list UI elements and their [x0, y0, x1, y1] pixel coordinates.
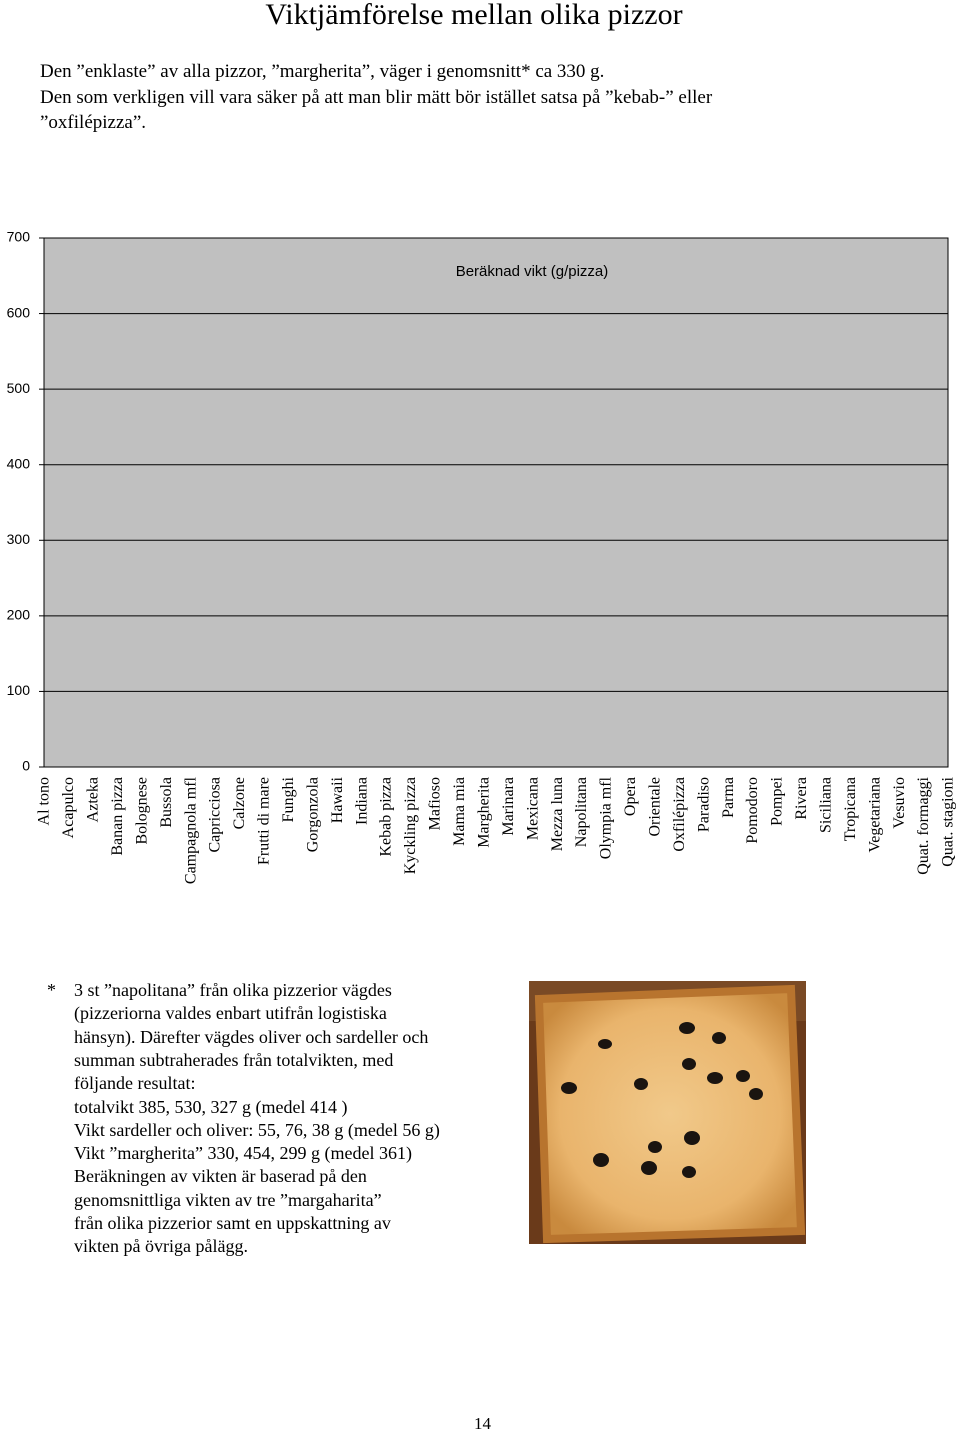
y-tick-label: 300 — [7, 531, 31, 547]
x-tick-label: Mafioso — [427, 777, 444, 830]
chart-title: Beräknad vikt (g/pizza) — [456, 263, 609, 280]
x-tick-label: Banan pizza — [109, 777, 126, 856]
x-tick-label: Olympia mfl — [598, 776, 615, 859]
y-tick-label: 100 — [7, 682, 31, 698]
x-tick-label: Al tono — [36, 777, 53, 825]
x-tick-label: Funghi — [280, 776, 297, 822]
x-tick-label: Mezza luna — [549, 777, 566, 851]
x-tick-label: Tropicana — [842, 777, 859, 841]
x-tick-label: Azteka — [85, 777, 102, 822]
pizza-photo — [529, 981, 806, 1244]
note-line: Beräkningen av vikten är baserad på den — [74, 1166, 367, 1187]
note-line: summan subtraherades från totalvikten, m… — [74, 1049, 394, 1070]
note-line: totalvikt 385, 530, 327 g (medel 414 ) — [74, 1096, 348, 1117]
note-line: från olika pizzerior samt en uppskattnin… — [74, 1213, 391, 1233]
x-tick-label: Gorgonzola — [304, 777, 321, 852]
x-tick-label: Campagnola mfl — [182, 776, 199, 884]
note-line: Vikt sardeller och oliver: 55, 76, 38 g … — [74, 1119, 440, 1140]
x-tick-label: Orientale — [646, 777, 663, 837]
y-tick-label: 0 — [22, 758, 30, 774]
note-line: vikten på övriga pålägg. — [74, 1236, 248, 1257]
x-tick-label: Calzone — [231, 777, 248, 829]
y-tick-label: 500 — [7, 380, 31, 396]
x-tick-label: Mexicana — [524, 777, 541, 840]
note-line: hänsyn). Därefter vägdes oliver och sard… — [74, 1026, 429, 1047]
x-tick-label: Hawaii — [329, 776, 346, 823]
x-tick-label: Frutti di mare — [256, 777, 273, 865]
x-tick-label: Quat. stagioni — [940, 776, 957, 866]
x-tick-label: Capricciosa — [207, 777, 224, 853]
x-tick-label: Bussola — [158, 777, 175, 828]
x-tick-label: Indiana — [353, 777, 370, 825]
intro-line: Den som verkligen vill vara säker på att… — [40, 87, 713, 108]
x-tick-label: Oxfilépizza — [671, 777, 688, 852]
note-line: (pizzeriorna valdes enbart utifrån logis… — [74, 1003, 387, 1024]
x-tick-label: Napolitana — [573, 777, 590, 847]
x-tick-label: Mama mia — [451, 777, 468, 846]
x-tick-label: Quat. formaggi — [915, 776, 932, 874]
x-tick-label: Vesuvio — [891, 777, 908, 829]
x-tick-label: Bolognese — [133, 777, 150, 845]
x-tick-label: Acapulco — [60, 777, 77, 838]
x-tick-label: Pomodoro — [744, 777, 761, 844]
x-tick-label: Rivera — [793, 777, 810, 820]
x-tick-label: Siciliana — [818, 777, 835, 833]
chart: 0 100 200 300 400 500 600 700 Beräknad vikt (g/p… — [7, 229, 957, 884]
y-tick-label: 700 — [7, 229, 31, 245]
note-line: Vikt ”margherita” 330, 454, 299 g (medel… — [74, 1143, 413, 1164]
y-tick-label: 200 — [7, 607, 31, 623]
plot-area — [43, 237, 949, 768]
x-tick-label: Paradiso — [695, 777, 712, 832]
x-tick-label: Pompei — [769, 776, 786, 825]
x-tick-label: Marinara — [500, 777, 517, 836]
page-title: Viktjämförelse mellan olika pizzor — [265, 0, 683, 31]
x-tick-label: Vegetariana — [866, 777, 883, 853]
note-line: genomsnittliga vikten av tre ”margaharit… — [74, 1189, 382, 1210]
x-tick-label: Kyckling pizza — [402, 777, 419, 874]
note-line: följande resultat: — [74, 1073, 196, 1094]
intro-line: ”oxfilépizza”. — [40, 112, 147, 133]
x-tick-label: Opera — [622, 777, 639, 816]
note-marker: * — [47, 980, 56, 1000]
x-tick-label: Kebab pizza — [378, 777, 395, 857]
page-number: 14 — [474, 1414, 491, 1433]
x-tick-label: Margherita — [475, 777, 492, 848]
note-line: 3 st ”napolitana” från olika pizzerior v… — [74, 980, 392, 1000]
y-tick-label: 600 — [7, 304, 31, 320]
y-tick-label: 400 — [7, 455, 31, 471]
x-tick-label: Parma — [720, 777, 737, 818]
intro-line: Den ”enklaste” av alla pizzor, ”margheri… — [40, 61, 605, 82]
